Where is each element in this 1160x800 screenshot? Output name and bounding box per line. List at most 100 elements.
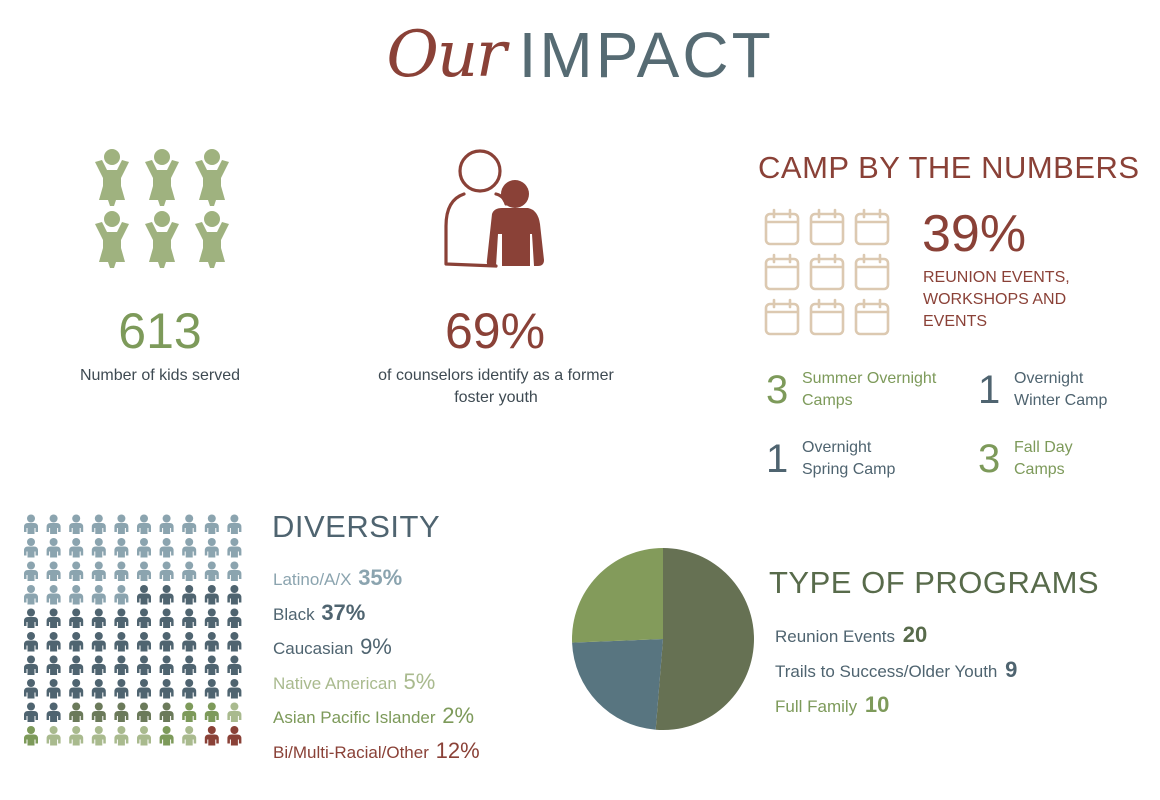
person-silhouette-icon bbox=[69, 679, 84, 699]
person-silhouette-icon bbox=[91, 702, 106, 722]
calendar-icon bbox=[809, 253, 845, 291]
person-silhouette-icon bbox=[91, 679, 106, 699]
person-silhouette-icon bbox=[204, 632, 219, 652]
camp-label: Fall Day Camps bbox=[1014, 439, 1073, 478]
camp-item-spring: 1 Overnight Spring Camp bbox=[766, 439, 922, 481]
person-silhouette-icon bbox=[227, 679, 242, 699]
person-silhouette-icon bbox=[69, 655, 84, 675]
person-silhouette-icon bbox=[137, 608, 151, 628]
calendar-icon bbox=[854, 253, 890, 291]
person-silhouette-icon bbox=[227, 561, 242, 581]
person-silhouette-icon bbox=[204, 679, 219, 699]
page-title: Our IMPACT bbox=[0, 18, 1160, 92]
calendar-icon bbox=[854, 208, 890, 246]
camp-count: 1 bbox=[766, 437, 789, 481]
diversity-row: Bi/Multi-Racial/Other 12% bbox=[273, 734, 480, 769]
person-silhouette-icon bbox=[69, 632, 84, 652]
person-silhouette-icon bbox=[91, 585, 106, 605]
pie-slice bbox=[572, 639, 663, 730]
person-silhouette-icon bbox=[24, 585, 38, 605]
diversity-pct: 12% bbox=[435, 737, 480, 763]
calendar-icon bbox=[809, 298, 845, 336]
person-silhouette-icon bbox=[46, 655, 61, 675]
person-silhouette-icon bbox=[204, 726, 219, 746]
camp-count: 3 bbox=[978, 437, 1001, 481]
person-silhouette-icon bbox=[182, 655, 197, 675]
diversity-pct: 37% bbox=[321, 599, 366, 625]
person-silhouette-icon bbox=[137, 585, 151, 605]
person-silhouette-icon bbox=[137, 726, 151, 746]
person-silhouette-icon bbox=[227, 514, 242, 534]
person-silhouette-icon bbox=[91, 561, 106, 581]
mentor-and-youth-icon bbox=[440, 148, 555, 275]
person-silhouette-icon bbox=[69, 726, 84, 746]
person-silhouette-icon bbox=[137, 679, 151, 699]
person-silhouette-icon bbox=[46, 702, 61, 722]
camp-count: 1 bbox=[978, 368, 1001, 412]
person-silhouette-icon bbox=[91, 726, 106, 746]
diversity-pct: 9% bbox=[360, 634, 392, 659]
person-silhouette-icon bbox=[204, 538, 219, 558]
person-silhouette-icon bbox=[46, 561, 61, 581]
diversity-pct: 2% bbox=[442, 703, 475, 728]
kids-served-number: 613 bbox=[118, 303, 202, 359]
program-value: 10 bbox=[864, 692, 890, 717]
person-silhouette-icon bbox=[69, 608, 84, 628]
person-silhouette-icon bbox=[227, 608, 242, 628]
person-silhouette-icon bbox=[159, 585, 174, 605]
person-silhouette-icon bbox=[69, 702, 84, 722]
person-silhouette-icon bbox=[24, 702, 38, 722]
person-silhouette-icon bbox=[114, 561, 129, 581]
calendar-icon bbox=[764, 208, 800, 246]
title-script: Our bbox=[386, 18, 506, 92]
person-silhouette-icon bbox=[69, 538, 84, 558]
person-silhouette-icon bbox=[46, 726, 61, 746]
diversity-label: Caucasian bbox=[273, 639, 354, 658]
pie-slice bbox=[655, 548, 754, 730]
person-silhouette-icon bbox=[137, 561, 151, 581]
person-silhouette-icon bbox=[114, 585, 129, 605]
person-silhouette-icon bbox=[227, 585, 242, 605]
person-silhouette-icon bbox=[114, 702, 129, 722]
person-silhouette-icon bbox=[182, 702, 197, 722]
camp-percent: 39% bbox=[922, 205, 1027, 263]
person-silhouette-icon bbox=[46, 538, 61, 558]
kids-served-caption: Number of kids served bbox=[79, 367, 241, 384]
person-silhouette-icon bbox=[137, 514, 151, 534]
person-silhouette-icon bbox=[182, 632, 197, 652]
person-silhouette-icon bbox=[69, 585, 84, 605]
person-silhouette-icon bbox=[227, 538, 242, 558]
camp-label: Summer Overnight Camps bbox=[802, 370, 937, 409]
person-silhouette-icon bbox=[91, 608, 106, 628]
camp-item-fall: 3 Fall Day Camps bbox=[978, 439, 1094, 481]
camp-label: Overnight Winter Camp bbox=[1014, 370, 1108, 409]
person-silhouette-icon bbox=[91, 632, 106, 652]
person-silhouette-icon bbox=[24, 514, 38, 534]
person-silhouette-icon bbox=[204, 608, 219, 628]
diversity-label: Asian Pacific Islander bbox=[273, 708, 436, 727]
person-silhouette-icon bbox=[227, 655, 242, 675]
diversity-label: Native American bbox=[273, 673, 397, 693]
person-silhouette-icon bbox=[46, 514, 61, 534]
programs-heading: TYPE OF PROGRAMS bbox=[769, 565, 1100, 600]
person-silhouette-icon bbox=[204, 585, 219, 605]
diversity-row: Native American 5% bbox=[273, 665, 480, 700]
person-silhouette-icon bbox=[182, 679, 197, 699]
camp-item-summer: 3 Summer Overnight Camps bbox=[766, 370, 962, 412]
person-silhouette-icon bbox=[159, 679, 174, 699]
person-silhouette-icon bbox=[114, 538, 129, 558]
person-silhouette-icon bbox=[24, 632, 38, 652]
program-label: Full Family bbox=[775, 697, 858, 716]
person-silhouette-icon bbox=[227, 702, 242, 722]
diversity-list: Latino/A/X 35% Black 37% Caucasian 9% Na… bbox=[273, 561, 480, 768]
person-silhouette-icon bbox=[91, 538, 106, 558]
person-silhouette-icon bbox=[24, 561, 38, 581]
person-silhouette-icon bbox=[204, 561, 219, 581]
camp-count: 3 bbox=[766, 368, 789, 412]
person-silhouette-icon bbox=[114, 726, 129, 746]
programs-pie-chart bbox=[568, 544, 758, 739]
person-silhouette-icon bbox=[159, 561, 174, 581]
person-silhouette-icon bbox=[204, 702, 219, 722]
title-main: IMPACT bbox=[518, 19, 774, 91]
person-silhouette-icon bbox=[159, 726, 174, 746]
